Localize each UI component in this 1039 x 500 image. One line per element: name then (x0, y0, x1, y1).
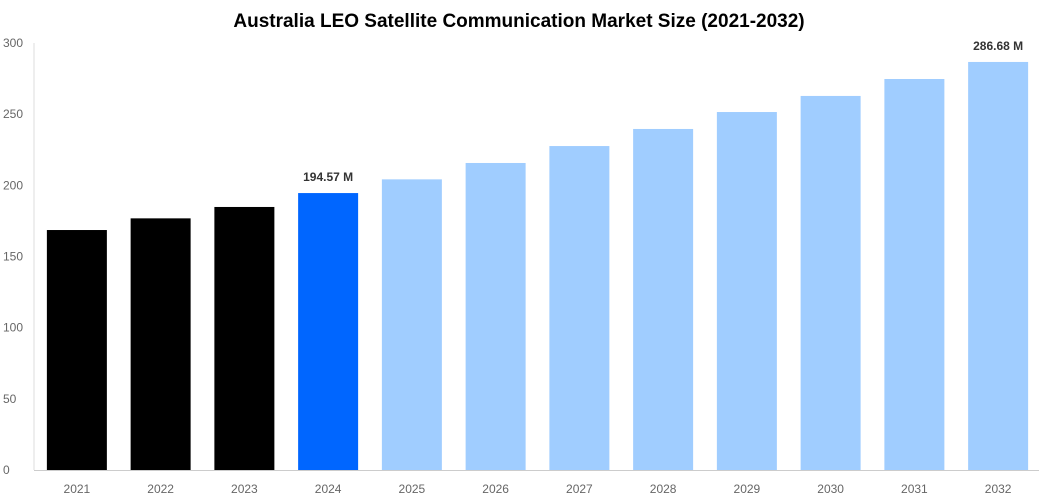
y-tick-label: 200 (3, 178, 23, 192)
x-tick-label: 2028 (650, 482, 677, 496)
y-tick-label: 250 (3, 107, 23, 121)
bar-2024[interactable] (298, 193, 359, 471)
data-label: 286.68 M (973, 39, 1023, 53)
x-tick-label: 2032 (985, 482, 1012, 496)
bar-2028[interactable] (633, 128, 694, 470)
x-tick-label: 2025 (399, 482, 426, 496)
bar-2021[interactable] (46, 230, 107, 470)
y-tick-label: 0 (3, 463, 10, 477)
x-axis-ticks: 2021 2022 2023 2024 2025 2026 2027 2028 2029 2030… (64, 482, 1012, 496)
x-tick-label: 2023 (231, 482, 258, 496)
y-tick-label: 300 (3, 36, 23, 50)
x-tick-label: 2031 (901, 482, 928, 496)
y-tick-label: 50 (3, 392, 17, 406)
bar-2030[interactable] (800, 95, 861, 470)
bar-2023[interactable] (214, 206, 275, 470)
x-tick-label: 2030 (817, 482, 844, 496)
y-tick-label: 150 (3, 250, 23, 264)
x-tick-label: 2021 (64, 482, 91, 496)
bar-2022[interactable] (130, 218, 191, 470)
bars (46, 61, 1029, 471)
x-tick-label: 2024 (315, 482, 342, 496)
x-tick-label: 2027 (566, 482, 593, 496)
y-axis-ticks: 0 50 100 150 200 250 300 (3, 36, 23, 477)
bar-2032[interactable] (968, 61, 1029, 470)
data-labels: 194.57 M 286.68 M (303, 39, 1023, 184)
chart-title: Australia LEO Satellite Communication Ma… (233, 11, 804, 32)
x-tick-label: 2026 (482, 482, 509, 496)
data-label: 194.57 M (303, 170, 353, 184)
bar-2026[interactable] (465, 162, 526, 470)
y-tick-label: 100 (3, 321, 23, 335)
bar-2025[interactable] (381, 179, 442, 470)
bar-2029[interactable] (716, 112, 777, 470)
bar-2031[interactable] (884, 79, 945, 471)
bar-2027[interactable] (549, 146, 610, 471)
x-tick-label: 2029 (734, 482, 761, 496)
x-tick-label: 2022 (147, 482, 174, 496)
